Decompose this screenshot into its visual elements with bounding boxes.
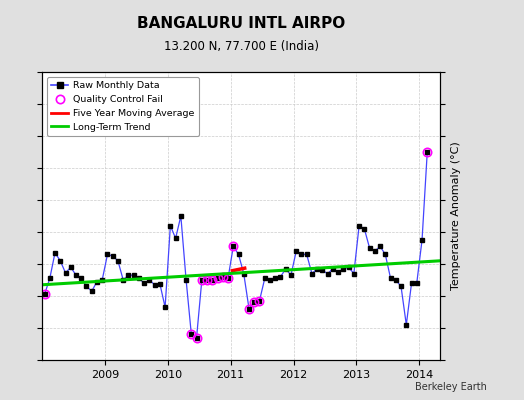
Text: Berkeley Earth: Berkeley Earth [416,382,487,392]
Text: 13.200 N, 77.700 E (India): 13.200 N, 77.700 E (India) [163,40,319,53]
Text: BANGALURU INTL AIRPO: BANGALURU INTL AIRPO [137,16,345,31]
Legend: Raw Monthly Data, Quality Control Fail, Five Year Moving Average, Long-Term Tren: Raw Monthly Data, Quality Control Fail, … [47,77,199,136]
Y-axis label: Temperature Anomaly (°C): Temperature Anomaly (°C) [451,142,461,290]
